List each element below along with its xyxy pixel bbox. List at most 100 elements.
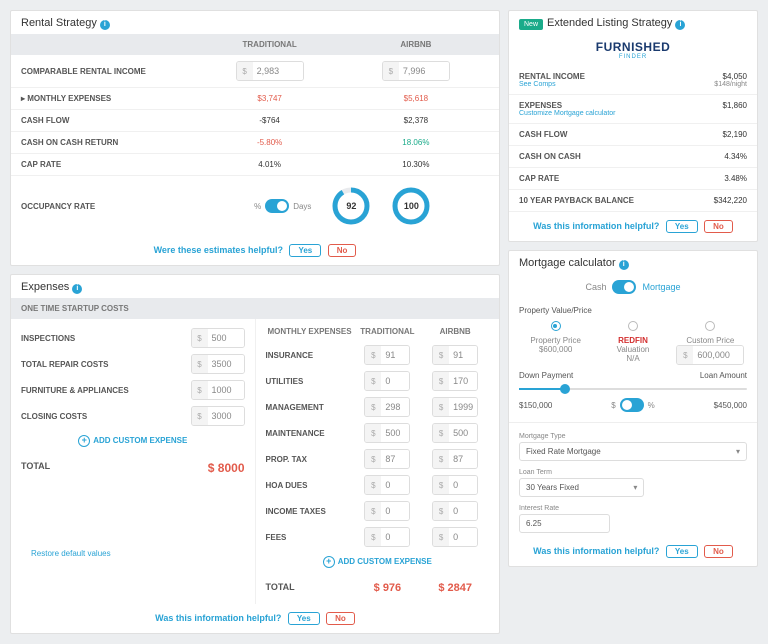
monthly-line: UTILITIES$$ [266, 368, 490, 394]
monthly-input[interactable]: $ [364, 423, 410, 443]
chevron-down-icon: ▾ [633, 483, 637, 492]
els-feedback: Was this information helpful? Yes No [509, 212, 757, 241]
monthly-input[interactable]: $ [432, 475, 478, 495]
monthly-line: MANAGEMENT$$ [266, 394, 490, 420]
els-row: CASH FLOW$2,190 [509, 124, 757, 146]
info-icon[interactable]: i [72, 284, 82, 294]
monthly-line: PROP. TAX$$ [266, 446, 490, 472]
no-button[interactable]: No [326, 612, 355, 625]
yes-button[interactable]: Yes [288, 612, 320, 625]
mortgage-type-select[interactable]: Fixed Rate Mortgage▾ [519, 442, 747, 461]
els-row: RENTAL INCOMESee Comps$4,050$148/night [509, 66, 757, 95]
monthly-line: HOA DUES$$ [266, 472, 490, 498]
startup-header: ONE TIME STARTUP COSTS [11, 298, 499, 319]
total-value: $ 8000 [208, 461, 245, 475]
expenses-panel: Expenses i ONE TIME STARTUP COSTS INSPEC… [10, 274, 500, 634]
loan-amount-label: Loan Amount [700, 371, 747, 380]
price-option[interactable]: Custom Price$ [674, 321, 747, 365]
loan-term-select[interactable]: 30 Years Fixed▾ [519, 478, 644, 497]
total-label: TOTAL [21, 461, 208, 475]
down-payment-value: $150,000 [519, 401, 552, 410]
monthly-input[interactable]: $ [364, 449, 410, 469]
yes-button[interactable]: Yes [666, 545, 698, 558]
loan-amount-value: $450,000 [714, 401, 747, 410]
els-row: CAP RATE3.48% [509, 168, 757, 190]
add-custom-expense-monthly[interactable]: +ADD CUSTOM EXPENSE [266, 550, 490, 574]
yes-button[interactable]: Yes [289, 244, 321, 257]
rental-strategy-title: Rental Strategy i [11, 11, 499, 34]
rs-row: CAP RATE4.01%10.30% [11, 154, 499, 176]
monthly-input[interactable]: $ [432, 449, 478, 469]
rs-header: TRADITIONAL AIRBNB [11, 34, 499, 55]
col-airbnb: AIRBNB [343, 40, 489, 49]
occupancy-toggle[interactable]: % Days [254, 199, 311, 213]
monthly-line: MAINTENANCE$$ [266, 420, 490, 446]
startup-line: CLOSING COSTS$ [21, 403, 245, 429]
expense-input[interactable]: $ [191, 380, 245, 400]
info-icon[interactable]: i [619, 260, 629, 270]
rs-row: CASH ON CASH RETURN-5.80%18.06% [11, 132, 499, 154]
startup-line: FURNITURE & APPLIANCES$ [21, 377, 245, 403]
no-button[interactable]: No [328, 244, 357, 257]
monthly-input[interactable]: $ [364, 397, 410, 417]
rs-row: COMPARABLE RENTAL INCOME$$ [11, 55, 499, 88]
monthly-input[interactable]: $ [432, 397, 478, 417]
rs-row: CASH FLOW-$764$2,378 [11, 110, 499, 132]
price-option[interactable]: Property Price$600,000 [519, 321, 592, 365]
monthly-input[interactable]: $ [364, 475, 410, 495]
donut-airbnb: 100 [391, 186, 431, 226]
monthly-input[interactable]: $ [432, 423, 478, 443]
monthly-input[interactable]: $ [364, 371, 410, 391]
income-input[interactable]: $ [382, 61, 450, 81]
new-badge: New [519, 19, 543, 30]
interest-rate-input[interactable] [519, 514, 610, 533]
restore-link[interactable]: Restore default values [21, 543, 245, 564]
monthly-total-traditional: $ 976 [354, 582, 422, 594]
info-icon[interactable]: i [675, 20, 685, 30]
monthly-input[interactable]: $ [364, 345, 410, 365]
monthly-total-airbnb: $ 2847 [421, 582, 489, 594]
startup-line: INSPECTIONS$ [21, 325, 245, 351]
monthly-input[interactable]: $ [432, 527, 478, 547]
els-row: EXPENSESCustomize Mortgage calculator$1,… [509, 95, 757, 124]
monthly-input[interactable]: $ [432, 501, 478, 521]
donut-traditional: 92 [331, 186, 371, 226]
monthly-col: MONTHLY EXPENSES TRADITIONAL AIRBNB INSU… [255, 319, 500, 604]
down-payment-slider[interactable] [509, 384, 757, 394]
occupancy-label: OCCUPANCY RATE [21, 202, 197, 211]
expense-input[interactable]: $ [191, 406, 245, 426]
els-row: CASH ON CASH4.34% [509, 146, 757, 168]
add-custom-expense[interactable]: +ADD CUSTOM EXPENSE [21, 429, 245, 453]
monthly-input[interactable]: $ [432, 345, 478, 365]
yes-button[interactable]: Yes [666, 220, 698, 233]
monthly-input[interactable]: $ [364, 501, 410, 521]
price-option[interactable]: REDFINValuationN/A [596, 321, 669, 365]
startup-line: TOTAL REPAIR COSTS$ [21, 351, 245, 377]
extended-title: NewExtended Listing Strategy i [509, 11, 757, 34]
startup-col: INSPECTIONS$TOTAL REPAIR COSTS$FURNITURE… [11, 319, 255, 604]
no-button[interactable]: No [704, 220, 733, 233]
rs-row: ▸ MONTHLY EXPENSES$3,747$5,618 [11, 88, 499, 110]
dp-unit-toggle[interactable]: $% [611, 398, 655, 412]
expense-input[interactable]: $ [191, 354, 245, 374]
monthly-line: INCOME TAXES$$ [266, 498, 490, 524]
no-button[interactable]: No [704, 545, 733, 558]
monthly-line: FEES$$ [266, 524, 490, 550]
mc-feedback: Was this information helpful? Yes No [509, 537, 757, 566]
cash-mortgage-toggle[interactable]: Cash Mortgage [509, 274, 757, 300]
exp-feedback: Was this information helpful? Yes No [11, 604, 499, 633]
extended-listing-panel: NewExtended Listing Strategy i FURNISHED… [508, 10, 758, 242]
expense-input[interactable]: $ [191, 328, 245, 348]
info-icon[interactable]: i [100, 20, 110, 30]
monthly-line: INSURANCE$$ [266, 342, 490, 368]
income-input[interactable]: $ [236, 61, 304, 81]
rental-strategy-panel: Rental Strategy i TRADITIONAL AIRBNB COM… [10, 10, 500, 266]
monthly-input[interactable]: $ [432, 371, 478, 391]
expenses-title: Expenses i [11, 275, 499, 298]
monthly-input[interactable]: $ [364, 527, 410, 547]
furnished-finder-logo: FURNISHED FINDER [509, 34, 757, 66]
chevron-down-icon: ▾ [736, 447, 740, 456]
rs-feedback: Were these estimates helpful? Yes No [11, 236, 499, 265]
els-row: 10 YEAR PAYBACK BALANCE$342,220 [509, 190, 757, 212]
mortgage-title: Mortgage calculator i [509, 251, 757, 274]
